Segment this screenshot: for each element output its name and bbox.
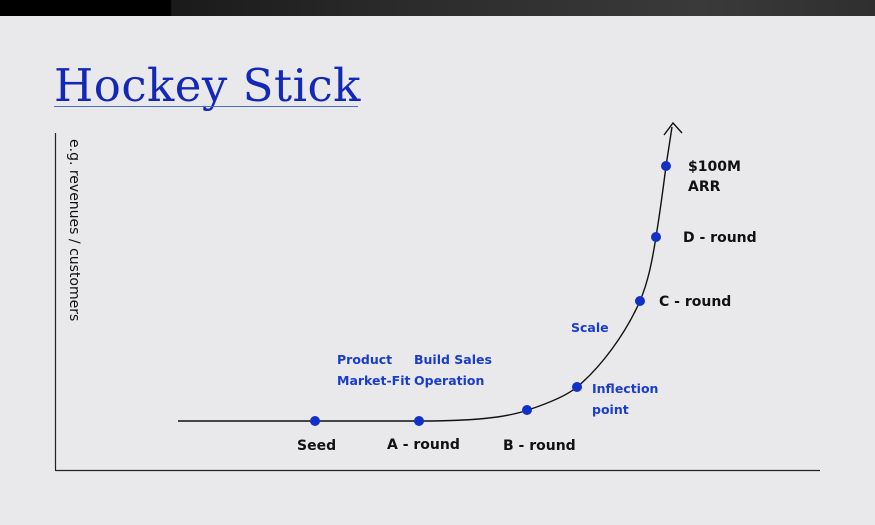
label-seed: Seed — [297, 438, 336, 454]
phase-scale: Scale — [571, 320, 609, 335]
label-a-round: A - round — [387, 437, 460, 453]
label-b-round: B - round — [503, 438, 576, 454]
milestone-dot-arr — [661, 161, 671, 171]
milestone-dot-seed — [310, 416, 320, 426]
milestone-dot-inflection — [572, 382, 582, 392]
growth-curve — [178, 126, 673, 422]
y-axis-label: e.g. revenues / customers — [66, 139, 82, 322]
milestone-dot-a-round — [414, 416, 424, 426]
phase-pmf-line1: Product — [337, 352, 392, 367]
milestone-dot-d-round — [651, 232, 661, 242]
label-arr-line1: $100M — [688, 159, 741, 175]
label-d-round: D - round — [683, 230, 757, 246]
label-arr-line2: ARR — [688, 179, 721, 195]
label-inflection-line1: Inflection — [592, 381, 658, 396]
phase-pmf-line2: Market-Fit — [337, 373, 410, 388]
milestone-dot-c-round — [635, 296, 645, 306]
page-title: Hockey Stick — [54, 59, 361, 112]
curve-arrowhead — [663, 121, 683, 136]
phase-build-sales-line1: Build Sales — [414, 352, 492, 367]
top-bar — [0, 0, 875, 16]
label-c-round: C - round — [659, 294, 731, 310]
title-underline — [54, 106, 358, 107]
phase-build-sales-line2: Operation — [414, 373, 484, 388]
label-inflection-line2: point — [592, 402, 629, 417]
milestone-dot-b-round — [522, 405, 532, 415]
